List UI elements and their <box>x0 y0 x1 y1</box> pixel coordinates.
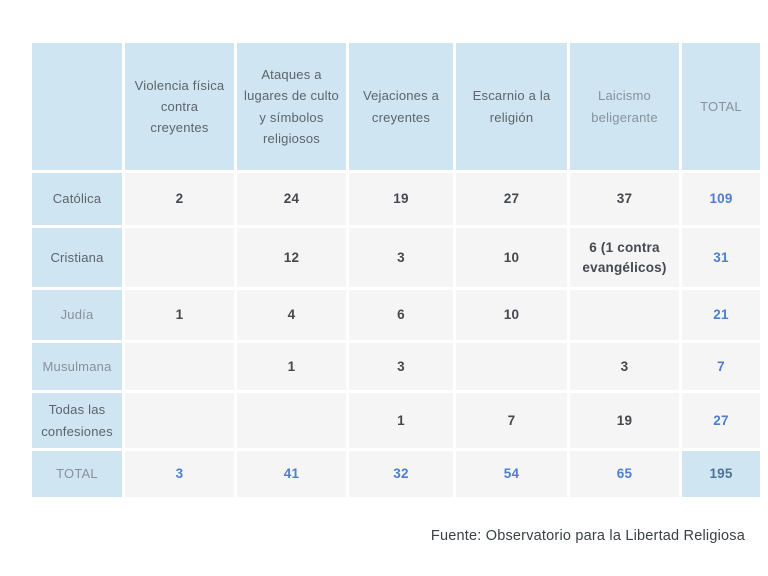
cell-total-col5: 65 <box>570 451 679 497</box>
cell-catolica-col6: 109 <box>682 173 760 225</box>
cell-judia-col5 <box>570 290 679 340</box>
row-label-judia: Judía <box>32 290 122 340</box>
cell-judia-col4: 10 <box>456 290 567 340</box>
corner-cell <box>32 43 122 170</box>
cell-musulmana-col4 <box>456 343 567 390</box>
cell-musulmana-col1 <box>125 343 234 390</box>
cell-cristiana-col4: 10 <box>456 228 567 287</box>
cell-musulmana-col6: 7 <box>682 343 760 390</box>
cell-cristiana-col5: 6 (1 contra evangélicos) <box>570 228 679 287</box>
cell-total-col1: 3 <box>125 451 234 497</box>
cell-catolica-col1: 2 <box>125 173 234 225</box>
cell-catolica-col2: 24 <box>237 173 346 225</box>
religion-violations-table: Violencia física contra creyentes Ataques… <box>32 43 760 497</box>
column-header-4: Escarnio a la religión <box>456 43 567 170</box>
cell-cristiana-col3: 3 <box>349 228 453 287</box>
cell-todas-las-confesiones-col6: 27 <box>682 393 760 448</box>
cell-catolica-col3: 19 <box>349 173 453 225</box>
cell-judia-col3: 6 <box>349 290 453 340</box>
cell-judia-col1: 1 <box>125 290 234 340</box>
cell-judia-col6: 21 <box>682 290 760 340</box>
row-label-catolica: Católica <box>32 173 122 225</box>
cell-musulmana-col5: 3 <box>570 343 679 390</box>
cell-musulmana-col2: 1 <box>237 343 346 390</box>
source-caption: Fuente: Observatorio para la Libertad Re… <box>430 528 745 544</box>
row-label-musulmana: Musulmana <box>32 343 122 390</box>
cell-musulmana-col3: 3 <box>349 343 453 390</box>
column-header-6: TOTAL <box>682 43 760 170</box>
column-header-5: Laicismo beligerante <box>570 43 679 170</box>
cell-total-col2: 41 <box>237 451 346 497</box>
cell-todas-las-confesiones-col3: 1 <box>349 393 453 448</box>
row-label-todas-las-confesiones: Todas las confesiones <box>32 393 122 448</box>
cell-total-col3: 32 <box>349 451 453 497</box>
cell-todas-las-confesiones-col5: 19 <box>570 393 679 448</box>
row-label-cristiana: Cristiana <box>32 228 122 287</box>
cell-todas-las-confesiones-col2 <box>237 393 346 448</box>
column-header-3: Vejaciones a creyentes <box>349 43 453 170</box>
cell-judia-col2: 4 <box>237 290 346 340</box>
cell-cristiana-col1 <box>125 228 234 287</box>
cell-cristiana-col6: 31 <box>682 228 760 287</box>
cell-total-col6: 195 <box>682 451 760 497</box>
cell-todas-las-confesiones-col1 <box>125 393 234 448</box>
column-header-1: Violencia física contra creyentes <box>125 43 234 170</box>
cell-todas-las-confesiones-col4: 7 <box>456 393 567 448</box>
cell-catolica-col5: 37 <box>570 173 679 225</box>
cell-catolica-col4: 27 <box>456 173 567 225</box>
cell-cristiana-col2: 12 <box>237 228 346 287</box>
cell-total-col4: 54 <box>456 451 567 497</box>
column-header-2: Ataques a lugares de culto y símbolos re… <box>237 43 346 170</box>
row-label-total: TOTAL <box>32 451 122 497</box>
